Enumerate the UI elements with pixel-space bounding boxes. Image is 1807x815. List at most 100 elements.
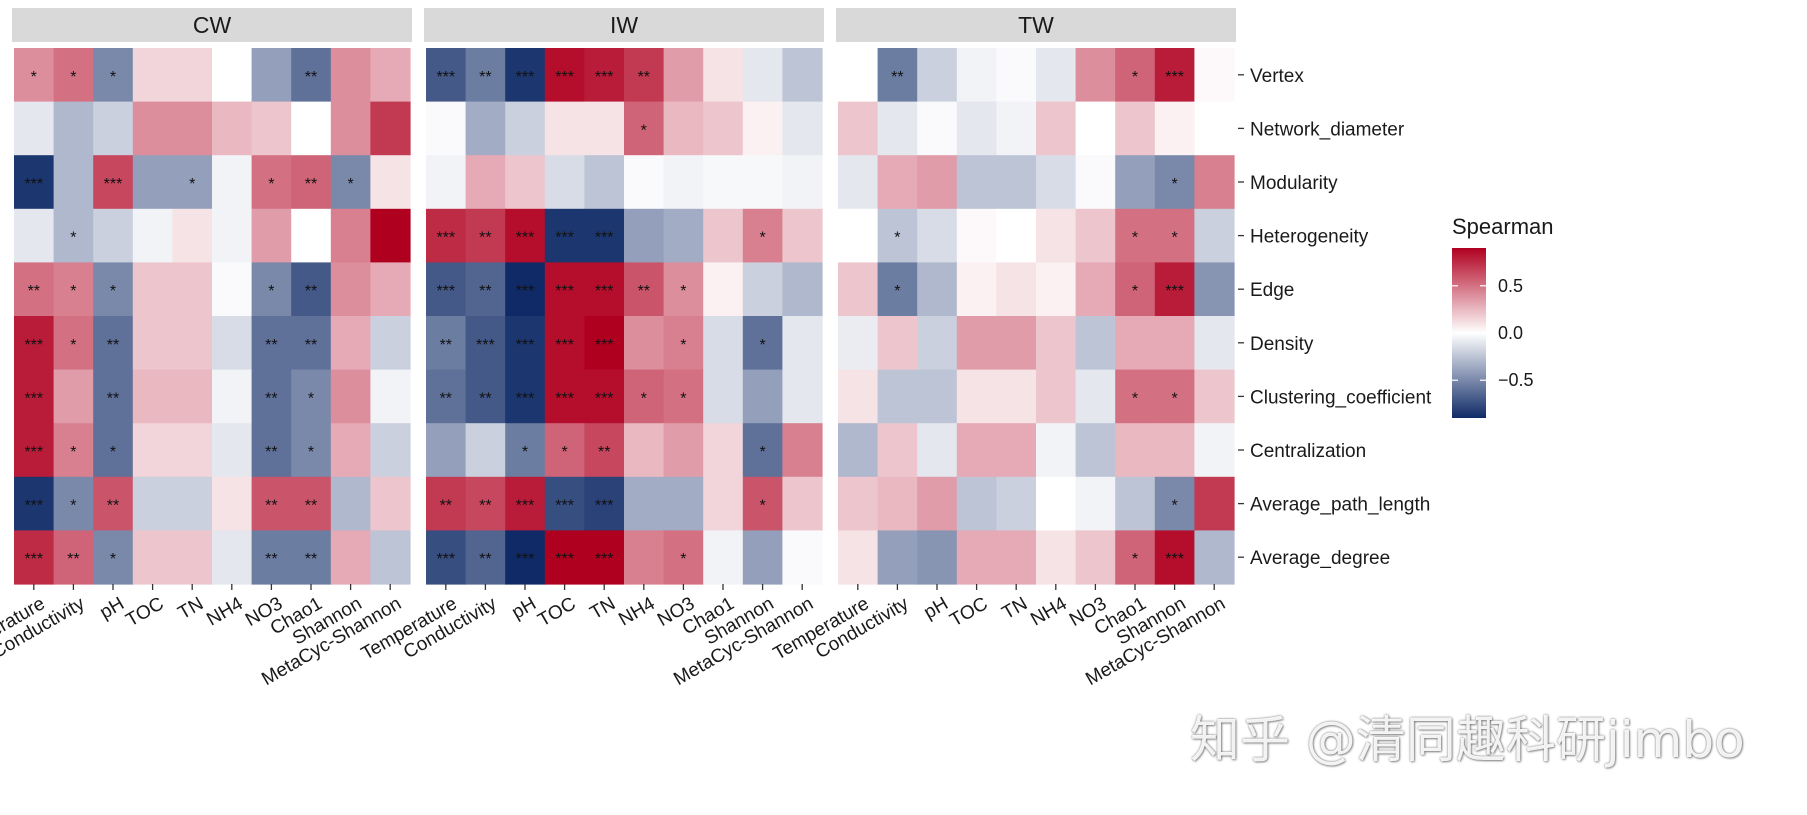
heatmap-cell [330,262,371,317]
heatmap-cell [1154,316,1195,371]
heatmap-cell [877,101,918,156]
significance-label: *** [516,283,535,300]
significance-label: * [1171,498,1177,515]
heatmap-cell [956,316,997,371]
significance-label: *** [595,69,614,86]
heatmap-cell [1075,423,1116,478]
heatmap-cell [1036,369,1077,424]
heatmap-cell [1075,155,1116,210]
legend-title: Spearman [1452,214,1554,239]
heatmap-cell [212,369,253,424]
legend-tick-label: 0.0 [1498,323,1523,343]
heatmap-cell [93,369,134,424]
heatmap-cell [53,208,94,263]
significance-label: *** [24,176,43,193]
heatmap-cell [782,369,823,424]
significance-label: * [110,69,116,86]
heatmap-cell [1194,101,1235,156]
heatmap-cell [663,155,704,210]
significance-label: ** [305,337,317,354]
heatmap-cell [426,155,467,210]
legend-tick-label: 0.5 [1498,276,1523,296]
heatmap-cell [838,262,879,317]
heatmap-cell [544,316,585,371]
heatmap-cell [956,262,997,317]
heatmap-cell [584,101,625,156]
heatmap-cell [703,369,744,424]
y-tick-label-heterogeneity: Heterogeneity [1250,227,1369,248]
heatmap-cell [251,316,292,371]
heatmap-cell [956,369,997,424]
significance-label: * [70,337,76,354]
heatmap-cell [251,476,292,531]
heatmap-cell [663,369,704,424]
facet-strip-iw [424,8,824,42]
heatmap-cell [426,476,467,531]
significance-label: *** [24,498,43,515]
facet-title-cw: CW [193,12,232,38]
significance-label: * [70,498,76,515]
heatmap-cell [1154,101,1195,156]
heatmap-cell [505,476,546,531]
significance-label: ** [479,283,491,300]
significance-label: *** [595,337,614,354]
significance-label: *** [24,337,43,354]
heatmap-cell [956,530,997,585]
significance-label: *** [555,230,574,247]
heatmap-cell [1036,423,1077,478]
heatmap-cell [132,208,173,263]
heatmap-cell [212,530,253,585]
significance-label: * [680,551,686,568]
significance-label: ** [305,69,317,86]
significance-label: ** [305,498,317,515]
significance-label: * [680,337,686,354]
heatmap-cell [544,530,585,585]
heatmap-cell [742,476,783,531]
heatmap-cell [53,369,94,424]
heatmap-cell [877,423,918,478]
significance-label: * [641,122,647,139]
heatmap-cell [465,423,506,478]
heatmap-cell [703,316,744,371]
significance-label: *** [516,337,535,354]
heatmap-cell [370,316,411,371]
heatmap-cell [624,48,665,103]
heatmap-cell [703,101,744,156]
heatmap-cell [1115,208,1156,263]
heatmap-cell [291,208,332,263]
heatmap-cell [877,155,918,210]
significance-label: *** [516,498,535,515]
heatmap-cell [1194,48,1235,103]
heatmap-cell [172,101,213,156]
significance-label: *** [516,230,535,247]
heatmap-cell [14,423,55,478]
heatmap-cell [330,48,371,103]
heatmap-cell [172,316,213,371]
heatmap-cell [956,101,997,156]
heatmap-cell [505,48,546,103]
y-tick-label-modularity: Modularity [1250,173,1338,194]
significance-label: *** [516,551,535,568]
heatmap-cell [93,316,134,371]
x-tick-label-tn: TN [175,593,207,624]
heatmap-cell [624,262,665,317]
heatmap-cell [330,316,371,371]
heatmap-cell [956,423,997,478]
significance-label: * [522,444,528,461]
facet-strip-cw [12,8,412,42]
heatmap-cell [212,423,253,478]
heatmap-cell [956,155,997,210]
heatmap-cell [544,101,585,156]
heatmap-cell [93,262,134,317]
x-tick-label-nh4: NH4 [1027,593,1071,630]
heatmap-cell [1075,316,1116,371]
heatmap-cell [291,48,332,103]
heatmap-cell [917,530,958,585]
heatmap-cell [465,155,506,210]
heatmap-cell [782,476,823,531]
heatmap-cell [663,476,704,531]
significance-label: *** [436,230,455,247]
significance-label: * [110,444,116,461]
heatmap-cell [1115,155,1156,210]
